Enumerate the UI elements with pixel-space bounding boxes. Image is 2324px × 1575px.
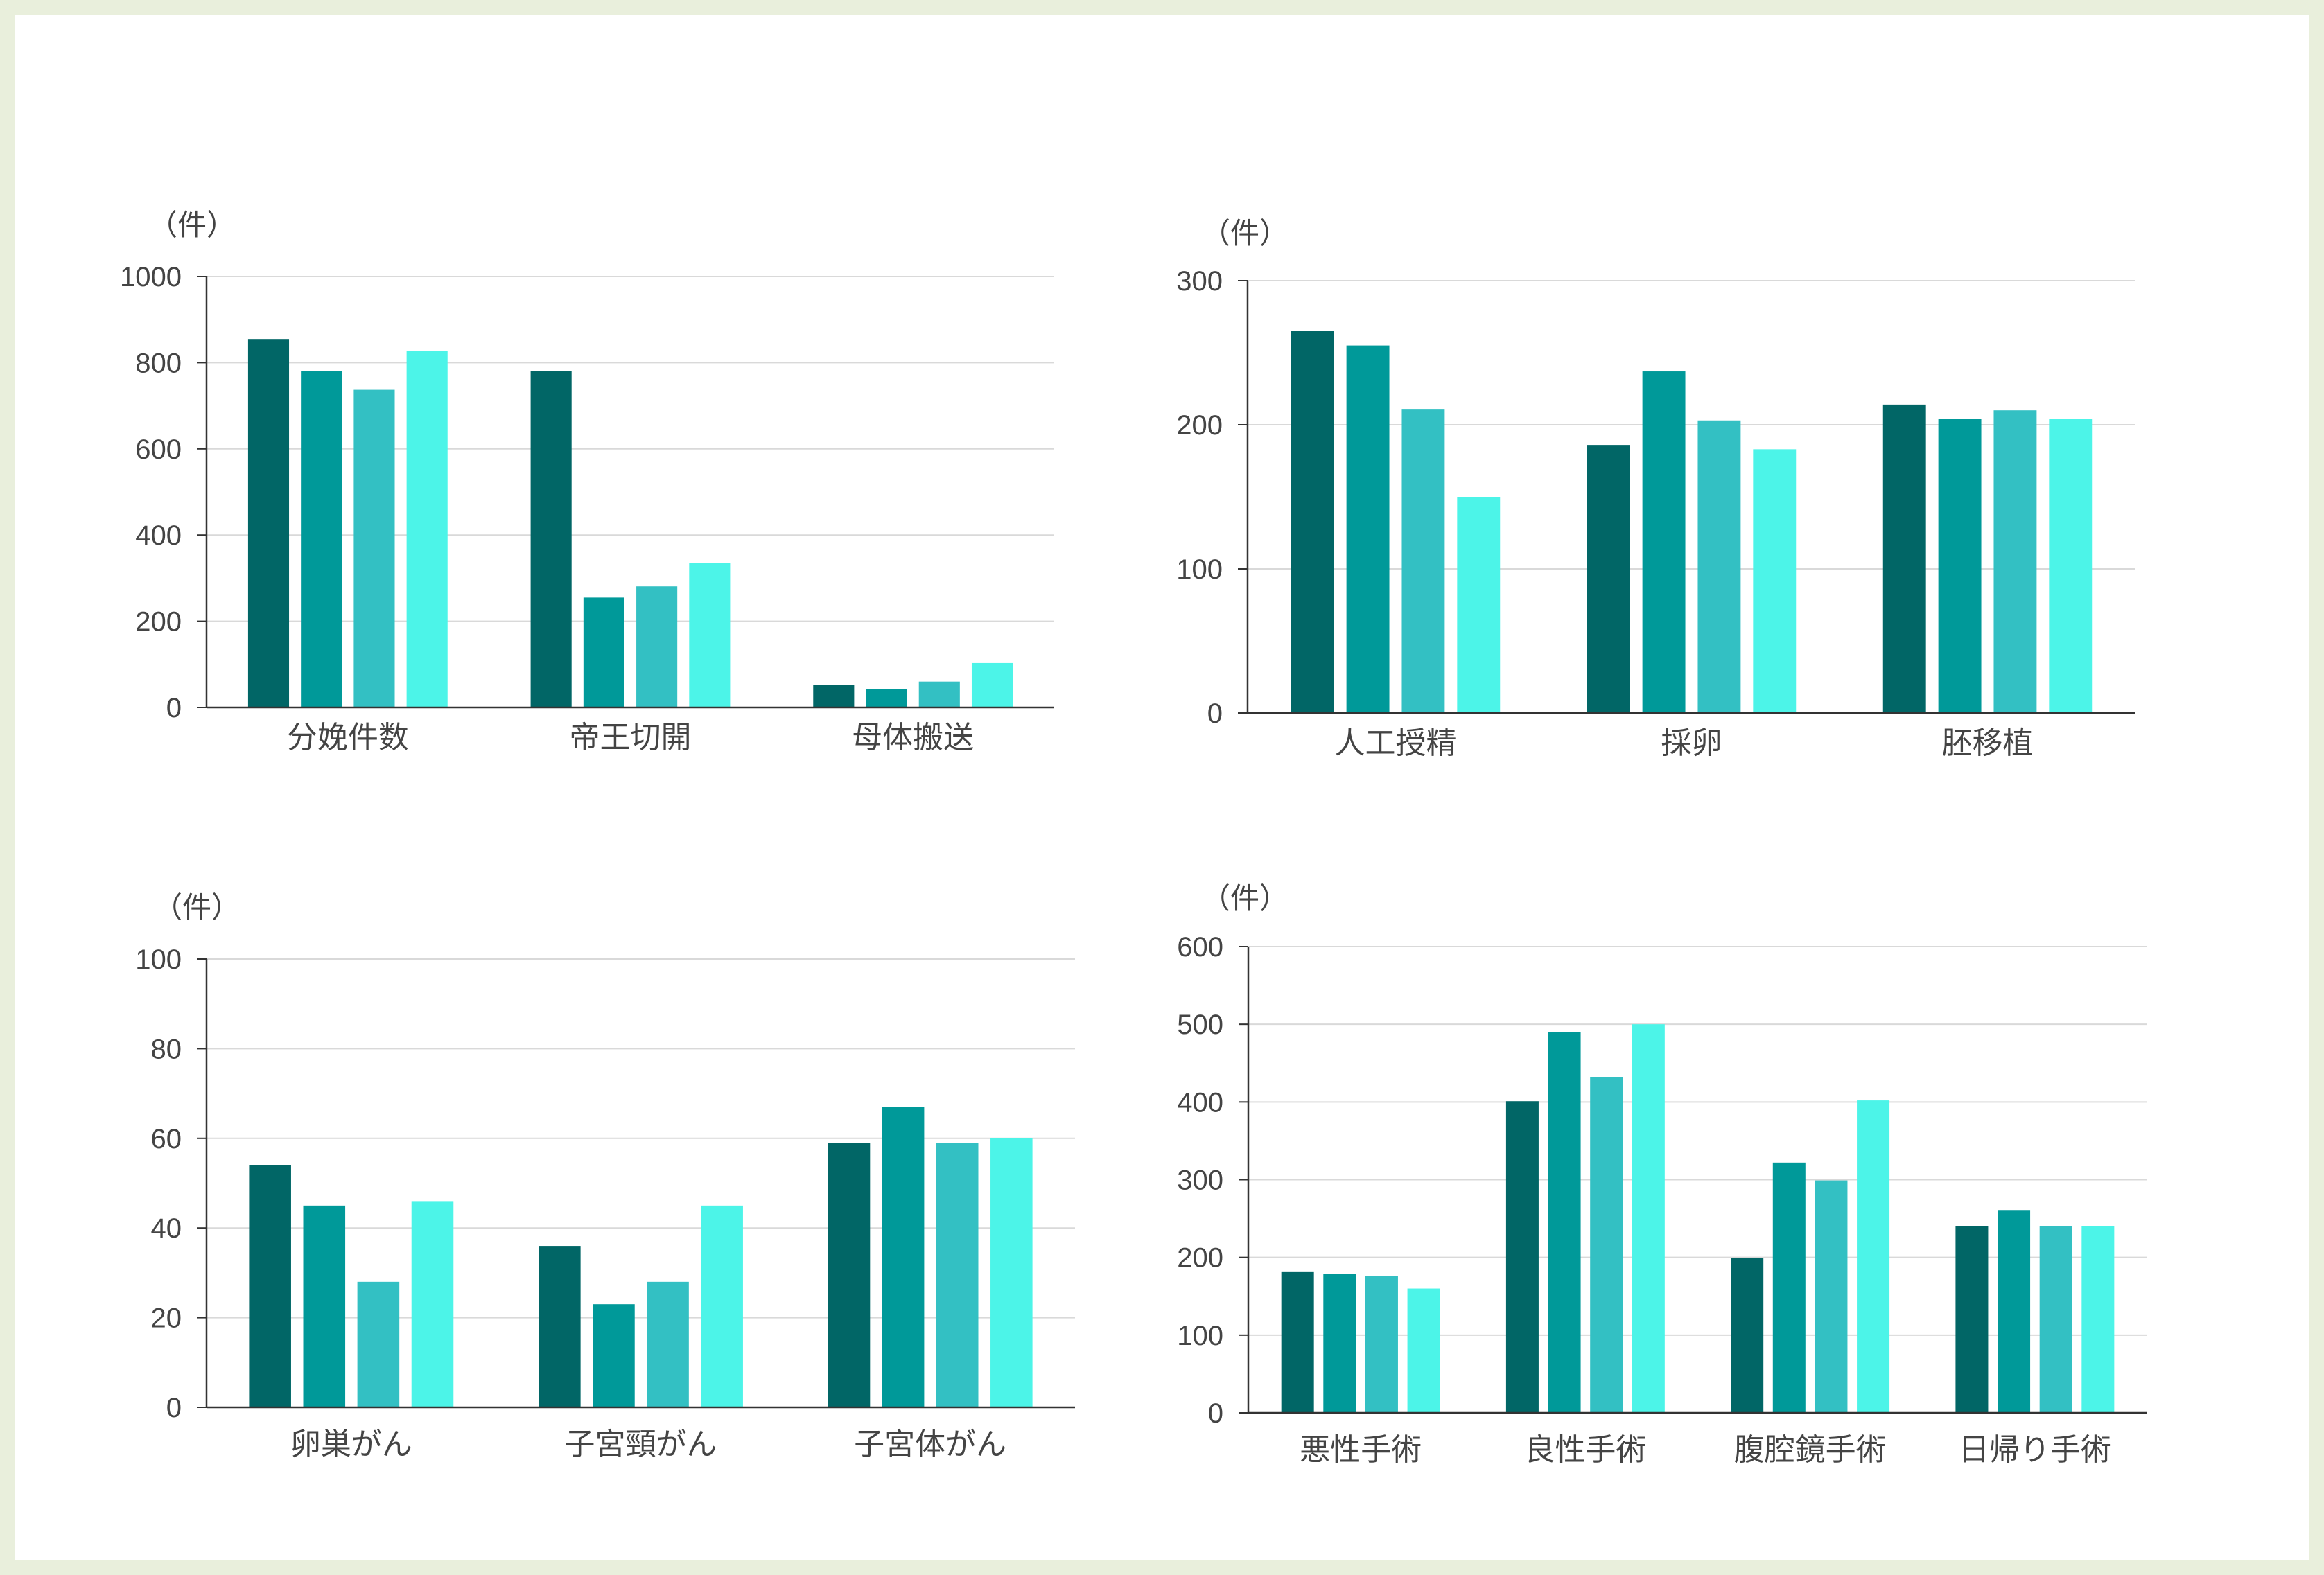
- bar: [2049, 419, 2093, 713]
- bar: [1697, 420, 1741, 713]
- bar: [882, 1107, 925, 1407]
- bar: [406, 350, 448, 707]
- x-category-label: 子宮体がん: [854, 1427, 1006, 1461]
- bar: [990, 1138, 1033, 1407]
- bar: [353, 389, 395, 707]
- y-tick-label: 0: [1208, 1398, 1223, 1429]
- y-unit-label: （件）: [1201, 882, 1288, 915]
- y-tick-label: 100: [135, 944, 182, 975]
- bar: [247, 339, 290, 707]
- bar: [1938, 419, 1982, 713]
- bar: [583, 597, 624, 707]
- y-tick-label: 0: [166, 693, 182, 723]
- chart-panel: 0 200 400 600 800 1000 （件） 分娩件数 帝王切開 母体搬送 0 100 200 3…: [15, 15, 2309, 1560]
- y-tick-label: 100: [1177, 1321, 1223, 1351]
- y-tick-label: 600: [1177, 932, 1223, 962]
- bar: [636, 586, 678, 707]
- y-tick-label: 1000: [120, 262, 182, 292]
- chart-surgery: 0 100 200 300 400 500 600 （件） 悪性手術 良性手術 腹腔鏡手術 日帰り手術: [1177, 882, 2147, 1467]
- bar: [1998, 1210, 2031, 1413]
- bar: [971, 662, 1013, 707]
- bar: [411, 1201, 454, 1407]
- chart-cancer: 0 20 40 60 80 100 （件） 卵巣がん 子宮頸がん 子宮体がん: [135, 891, 1075, 1461]
- bar: [1365, 1276, 1398, 1413]
- x-category-label: 腹腔鏡手術: [1734, 1433, 1887, 1467]
- bar: [813, 685, 855, 707]
- bar: [1323, 1274, 1356, 1413]
- bar: [301, 371, 342, 707]
- bar: [1955, 1226, 1989, 1413]
- bar: [1993, 410, 2037, 713]
- bar: [593, 1304, 635, 1407]
- bar: [539, 1246, 581, 1407]
- bar: [1587, 445, 1630, 713]
- bar: [1882, 404, 1926, 713]
- bar: [1632, 1024, 1665, 1413]
- bar: [1281, 1271, 1314, 1413]
- x-category-label: 子宮頸がん: [565, 1427, 717, 1461]
- bar: [828, 1143, 871, 1407]
- bar: [1505, 1101, 1539, 1413]
- y-tick-label: 300: [1177, 1165, 1223, 1196]
- y-tick-label: 600: [135, 434, 182, 465]
- y-unit-label: （件）: [153, 891, 241, 924]
- bar: [1457, 497, 1501, 713]
- y-tick-label: 80: [151, 1034, 182, 1064]
- bar: [1642, 371, 1686, 713]
- bar: [918, 681, 960, 707]
- bar: [647, 1281, 689, 1407]
- y-tick-label: 60: [151, 1124, 182, 1154]
- y-tick-label: 800: [135, 348, 182, 378]
- x-category-label: 母体搬送: [852, 721, 974, 755]
- y-tick-label: 200: [1176, 410, 1223, 441]
- y-tick-label: 200: [135, 607, 182, 637]
- bar: [2039, 1226, 2072, 1413]
- y-tick-label: 100: [1176, 554, 1223, 585]
- bar: [1772, 1162, 1806, 1413]
- y-tick-label: 400: [135, 520, 182, 551]
- x-category-label: 分娩件数: [287, 721, 409, 755]
- bar: [530, 371, 572, 707]
- chart-fertility: 0 100 200 300 （件） 人工授精 採卵 胚移植: [1176, 217, 2135, 760]
- y-tick-label: 20: [151, 1303, 182, 1334]
- y-tick-label: 500: [1177, 1010, 1223, 1040]
- y-unit-label: （件）: [148, 209, 236, 241]
- x-category-label: 良性手術: [1524, 1433, 1646, 1467]
- bar: [936, 1143, 979, 1407]
- y-tick-label: 300: [1176, 266, 1223, 297]
- x-category-label: 卵巣がん: [290, 1427, 412, 1461]
- bar: [1815, 1180, 1848, 1413]
- bar: [1753, 449, 1797, 713]
- y-tick-label: 200: [1177, 1243, 1223, 1274]
- bar: [303, 1205, 346, 1407]
- x-category-label: 採卵: [1661, 726, 1722, 760]
- bar: [1291, 331, 1334, 713]
- x-category-label: 人工授精: [1335, 726, 1457, 760]
- y-tick-label: 0: [1207, 698, 1223, 729]
- bar: [1857, 1100, 1890, 1413]
- y-tick-label: 0: [166, 1393, 182, 1423]
- x-category-label: 胚移植: [1942, 726, 2034, 760]
- bar: [689, 563, 731, 707]
- bar: [866, 689, 907, 707]
- x-category-label: 悪性手術: [1300, 1433, 1422, 1467]
- y-tick-label: 40: [151, 1213, 182, 1244]
- chart-obstetrics: 0 200 400 600 800 1000 （件） 分娩件数 帝王切開 母体搬送: [120, 209, 1054, 755]
- bar: [1401, 409, 1445, 713]
- bar: [1548, 1032, 1581, 1413]
- bar: [1346, 345, 1390, 714]
- bar: [357, 1281, 400, 1407]
- bar: [701, 1205, 743, 1407]
- y-unit-label: （件）: [1201, 217, 1288, 249]
- bar: [249, 1165, 291, 1407]
- y-tick-label: 400: [1177, 1087, 1223, 1118]
- x-category-label: 帝王切開: [570, 721, 692, 755]
- bar: [1407, 1288, 1440, 1413]
- bar: [1590, 1077, 1623, 1413]
- bar: [1731, 1258, 1764, 1413]
- x-category-label: 日帰り手術: [1959, 1433, 2111, 1467]
- bar: [2081, 1226, 2115, 1413]
